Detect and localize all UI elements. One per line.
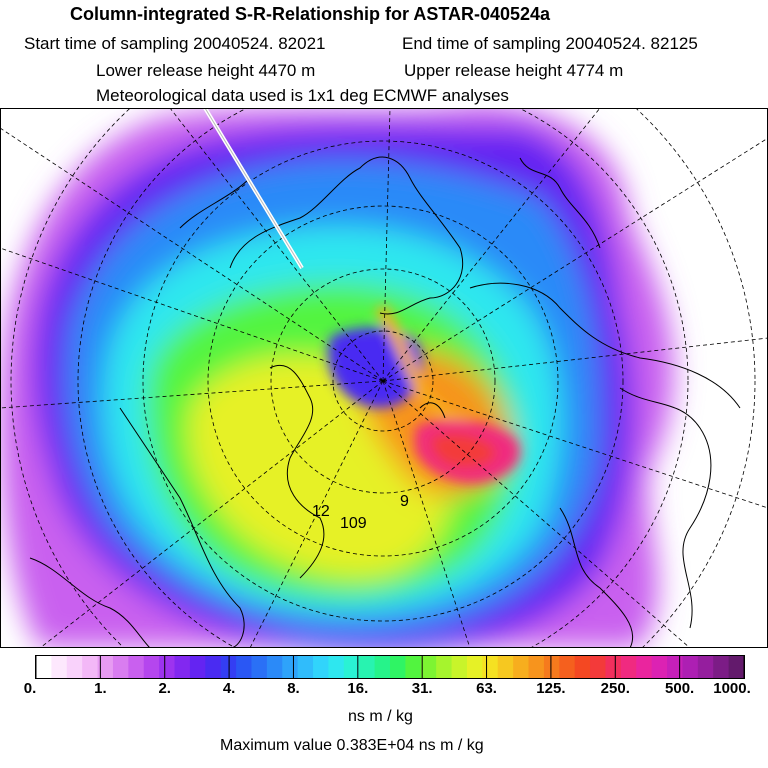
color-scale-cell [328, 656, 345, 678]
color-scale-cell [590, 656, 607, 678]
color-scale-tick-label: 125. [536, 680, 566, 697]
color-scale-tick-label: 500. [665, 680, 695, 697]
color-scale-cell [205, 656, 222, 678]
color-scale-cell [390, 656, 406, 678]
color-scale-cell [66, 656, 83, 678]
color-scale-cell [697, 656, 714, 678]
color-scale-cell [143, 656, 160, 678]
color-scale-cell [420, 656, 437, 678]
upper-release-height-label: Upper release height 4774 m [404, 61, 624, 80]
polar-stereographic-map: 12 109 9 [0, 108, 768, 648]
color-scale-cell [466, 656, 483, 678]
color-scale-tick-label: 0. [23, 680, 37, 697]
color-scale-cell [728, 656, 745, 678]
color-scale-cell [51, 656, 68, 678]
color-scale-cell [667, 656, 684, 678]
coastlines [29, 156, 741, 647]
maximum-value-label: Maximum value 0.383E+04 ns m / kg [220, 737, 484, 754]
color-scale-cell [236, 656, 253, 678]
color-scale-cell [559, 656, 576, 678]
color-scale-cell [282, 656, 299, 678]
color-scale-tick-label: 63. [476, 680, 497, 697]
color-scale-cell [482, 656, 499, 678]
color-scale-cell [405, 656, 422, 678]
color-scale-cell [436, 656, 453, 678]
color-scale-cells [36, 656, 745, 678]
graticule [1, 109, 767, 647]
color-scale-tick-label: 31. [411, 680, 433, 697]
color-scale-cell [97, 656, 114, 678]
color-scale-cell [451, 656, 468, 678]
color-scale-cell [82, 656, 99, 678]
color-scale-cell [266, 656, 283, 678]
plot-title: Column-integrated S-R-Relationship for A… [70, 4, 551, 24]
color-scale-tick-label: 8. [287, 680, 300, 697]
color-scale-tick-label: 4. [222, 680, 236, 697]
color-scale-cell [189, 656, 206, 678]
contour-label-9: 9 [400, 493, 409, 510]
color-scale-cell [713, 656, 730, 678]
color-scale-cell [620, 656, 637, 678]
color-scale-cell [128, 656, 145, 678]
color-scale-cell [251, 656, 268, 678]
color-scale-cell [297, 656, 314, 678]
color-scale-cell [313, 656, 330, 678]
color-scale-cell [605, 656, 622, 678]
color-scale-cell [513, 656, 530, 678]
color-scale-cell [636, 656, 653, 678]
color-scale-outline [35, 655, 745, 679]
color-scale-cell [343, 656, 360, 678]
color-scale-tick-label: 16. [347, 680, 369, 697]
color-scale-tick-label: 1000. [713, 680, 751, 697]
color-scale-tick-label: 2. [158, 680, 171, 697]
color-scale-cell [682, 656, 699, 678]
color-scale-cell [159, 656, 176, 678]
color-scale-cell [543, 656, 560, 678]
color-scale-cell [497, 656, 514, 678]
start-time-label: Start time of sampling 20040524. 82021 [24, 34, 326, 53]
color-scale-cell [112, 656, 129, 678]
color-scale-tick-label: 1. [94, 680, 107, 697]
contour-label-109: 109 [340, 515, 367, 532]
end-time-label: End time of sampling 20040524. 82125 [402, 34, 698, 53]
lower-release-height-label: Lower release height 4470 m [96, 61, 316, 80]
color-scale-cell [359, 656, 376, 678]
color-scale-cell [574, 656, 591, 678]
color-scale-cell [36, 656, 52, 678]
color-scale-tick-label: 250. [600, 680, 630, 697]
color-scale-cell [174, 656, 191, 678]
concentration-core [328, 304, 521, 484]
color-scale-cell [374, 656, 391, 678]
color-scale-unit: ns m / kg [348, 708, 413, 725]
meteorological-data-label: Meteorological data used is 1x1 deg ECMW… [96, 86, 509, 105]
contour-label-12: 12 [312, 503, 330, 520]
color-scale-bar [35, 655, 745, 679]
color-scale-cell [651, 656, 668, 678]
color-scale-cell [528, 656, 545, 678]
